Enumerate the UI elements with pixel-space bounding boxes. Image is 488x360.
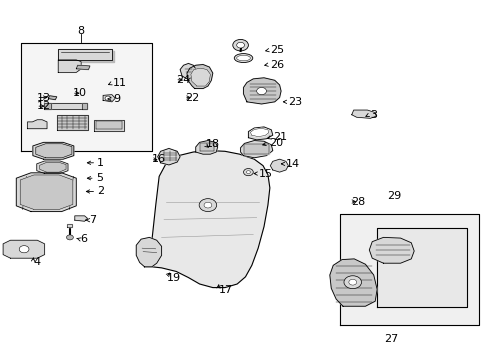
Circle shape [19,246,29,253]
Polygon shape [40,162,66,172]
Text: 17: 17 [219,285,233,296]
Polygon shape [250,129,268,136]
Text: 23: 23 [288,97,302,107]
Ellipse shape [236,55,250,61]
Polygon shape [368,237,413,263]
Polygon shape [67,225,72,227]
Polygon shape [270,159,288,172]
Polygon shape [144,150,269,288]
Polygon shape [61,50,114,62]
Text: 28: 28 [350,197,365,207]
Polygon shape [76,65,90,69]
Polygon shape [244,144,268,154]
Polygon shape [103,95,115,102]
Text: 7: 7 [89,215,96,225]
Polygon shape [190,68,210,86]
Polygon shape [43,103,51,109]
Text: 9: 9 [113,94,120,104]
Text: 27: 27 [383,333,397,343]
Polygon shape [81,103,87,109]
Ellipse shape [234,54,252,63]
Text: 26: 26 [269,59,284,69]
Polygon shape [96,121,122,129]
Text: 16: 16 [152,154,165,164]
Text: 12: 12 [37,101,51,111]
Text: 8: 8 [78,26,84,36]
Circle shape [66,235,73,240]
Polygon shape [376,228,467,307]
Text: 14: 14 [285,159,300,169]
Text: 11: 11 [113,78,126,88]
Circle shape [343,276,361,289]
Polygon shape [16,173,76,212]
Polygon shape [3,240,44,258]
Polygon shape [136,237,161,267]
Polygon shape [195,140,217,154]
Circle shape [256,87,266,95]
Text: 15: 15 [259,168,273,179]
Circle shape [199,199,216,212]
Circle shape [243,168,253,176]
Polygon shape [58,60,81,72]
Polygon shape [339,214,478,325]
Polygon shape [199,143,214,151]
Polygon shape [57,116,88,130]
Text: 29: 29 [386,191,400,201]
Text: 21: 21 [272,132,286,142]
Text: 19: 19 [166,273,180,283]
Text: 1: 1 [97,158,104,168]
Circle shape [236,42,244,48]
Polygon shape [48,96,57,100]
Text: 6: 6 [81,234,87,244]
Circle shape [232,40,248,51]
Text: 22: 22 [184,93,199,103]
Polygon shape [94,120,123,131]
Circle shape [105,96,111,100]
Text: 3: 3 [369,110,377,120]
Text: 4: 4 [34,257,41,267]
Polygon shape [329,259,376,306]
Text: 24: 24 [176,75,190,85]
Text: 20: 20 [268,139,283,148]
Circle shape [348,279,356,285]
Text: 18: 18 [205,139,219,149]
Polygon shape [351,110,375,118]
Circle shape [246,171,250,174]
Circle shape [203,202,211,208]
Polygon shape [158,148,180,165]
Polygon shape [180,63,195,80]
Text: 2: 2 [97,186,104,197]
Polygon shape [20,175,73,210]
Text: 25: 25 [269,45,284,55]
Polygon shape [33,142,74,159]
Text: 5: 5 [96,173,102,183]
Polygon shape [243,78,281,104]
Polygon shape [240,140,272,158]
Text: 13: 13 [37,93,51,103]
Polygon shape [58,49,112,60]
Polygon shape [186,64,212,89]
Polygon shape [36,144,72,158]
Polygon shape [248,127,272,140]
Polygon shape [27,120,47,129]
Polygon shape [75,216,87,221]
Text: 10: 10 [73,88,87,98]
Polygon shape [37,161,68,174]
Polygon shape [21,43,152,150]
Polygon shape [43,103,87,109]
